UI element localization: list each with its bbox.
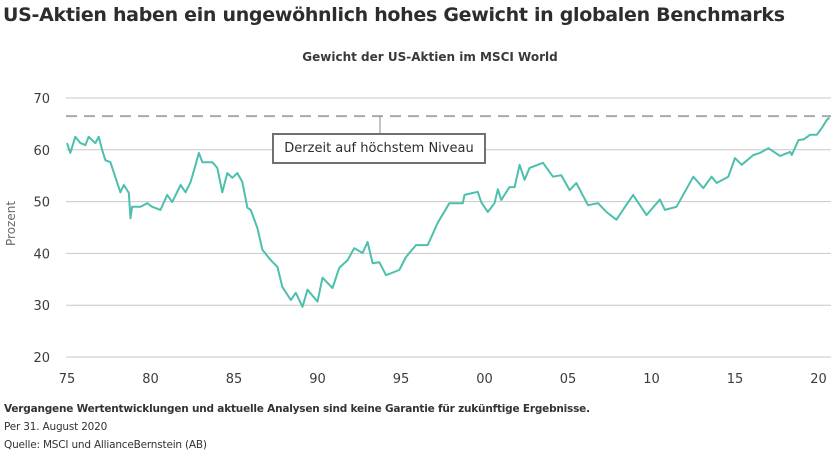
x-tick-label: 15 <box>727 372 744 387</box>
x-tick-label: 85 <box>226 372 243 387</box>
chart-subtitle: Gewicht der US-Aktien im MSCI World <box>302 50 558 64</box>
source-text: Quelle: MSCI und AllianceBernstein (AB) <box>4 439 207 451</box>
gridlines <box>66 97 831 358</box>
x-tick-label: 10 <box>643 372 660 387</box>
y-tick-label: 50 <box>33 196 50 211</box>
y-tick-label: 40 <box>33 247 50 262</box>
x-tick-label: 75 <box>59 372 76 387</box>
chart-title: US-Aktien haben ein ungewöhnlich hohes G… <box>3 4 785 26</box>
y-axis-ticks: 20 30 40 50 60 70 <box>33 92 50 366</box>
annotation-box: Derzeit auf höchstem Niveau <box>272 133 486 164</box>
us-weight-series-line <box>66 116 831 308</box>
x-axis-ticks: 75 80 85 90 95 00 05 10 15 20 <box>59 372 827 387</box>
x-tick-label: 00 <box>476 372 493 387</box>
y-tick-label: 70 <box>33 92 50 107</box>
y-tick-label: 20 <box>33 351 50 366</box>
x-tick-label: 90 <box>309 372 326 387</box>
y-tick-label: 30 <box>33 299 50 314</box>
x-tick-label: 95 <box>393 372 410 387</box>
x-tick-label: 20 <box>810 372 827 387</box>
y-tick-label: 60 <box>33 144 50 159</box>
disclaimer-text: Vergangene Wertentwicklungen und aktuell… <box>4 403 590 415</box>
x-tick-label: 05 <box>560 372 577 387</box>
date-text: Per 31. August 2020 <box>4 421 108 433</box>
x-tick-label: 80 <box>142 372 159 387</box>
annotation-label: Derzeit auf höchstem Niveau <box>284 141 474 156</box>
